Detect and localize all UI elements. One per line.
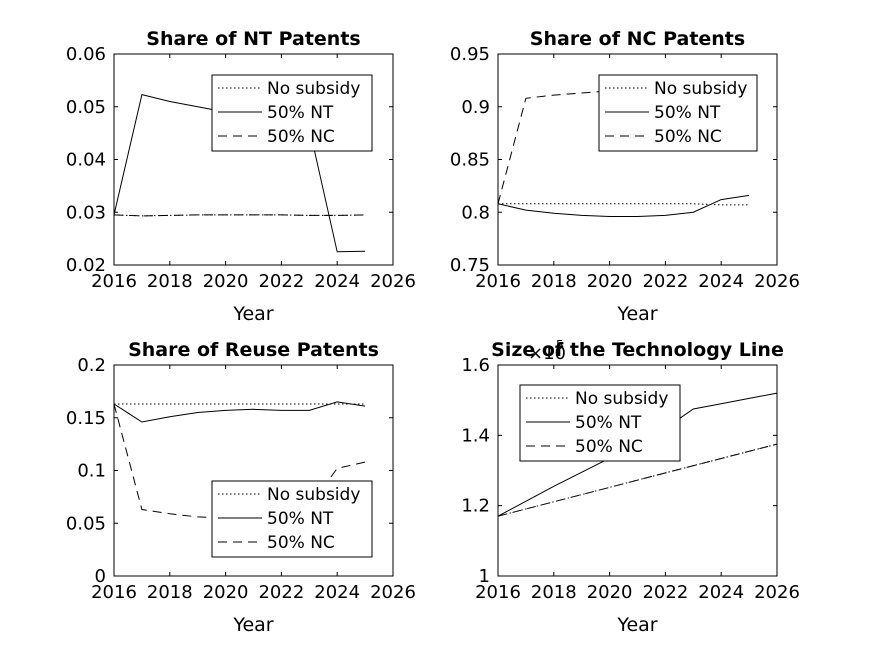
- y-tick-label: 1: [479, 566, 490, 587]
- y-tick-label: 0.04: [66, 150, 106, 171]
- legend-label: 50% NC: [654, 127, 722, 147]
- y-tick-label: 0: [95, 566, 106, 587]
- chart-title: Share of NT Patents: [146, 28, 360, 50]
- chart-title: Size of the Technology Line: [491, 339, 784, 361]
- chart-panel-4: 20162018202020222024202611.21.41.6×105Si…: [461, 338, 800, 636]
- chart-title: Share of Reuse Patents: [128, 339, 379, 361]
- x-tick-label: 2022: [258, 582, 304, 603]
- legend-label: 50% NC: [267, 127, 335, 147]
- legend: No subsidy 50% NT 50% NC: [212, 75, 372, 151]
- x-tick-label: 2020: [203, 271, 249, 292]
- legend: No subsidy 50% NT 50% NC: [599, 75, 757, 151]
- x-tick-label: 2026: [754, 271, 800, 292]
- legend-label: No subsidy: [575, 389, 668, 409]
- y-tick-label: 1.2: [461, 496, 490, 517]
- y-tick-label: 0.2: [77, 355, 106, 376]
- legend-label: 50% NT: [267, 103, 334, 123]
- legend-label: 50% NC: [575, 437, 643, 457]
- x-tick-label: 2026: [370, 271, 416, 292]
- y-tick-label: 0.02: [66, 255, 106, 276]
- y-tick-label: 0.05: [66, 513, 106, 534]
- legend: No subsidy 50% NT 50% NC: [520, 385, 680, 461]
- y-tick-label: 0.06: [66, 44, 106, 65]
- y-tick-label: 0.05: [66, 97, 106, 118]
- legend-label: No subsidy: [267, 485, 360, 505]
- y-tick-label: 0.9: [461, 97, 490, 118]
- legend-label: 50% NT: [654, 103, 721, 123]
- x-tick-label: 2018: [531, 582, 577, 603]
- x-tick-label: 2024: [698, 582, 744, 603]
- x-tick-label: 2026: [754, 582, 800, 603]
- x-axis-label: Year: [616, 303, 657, 325]
- x-tick-label: 2020: [587, 582, 633, 603]
- chart-panel-1: 2016201820202022202420260.020.030.040.05…: [66, 28, 416, 325]
- legend-label: No subsidy: [654, 79, 747, 99]
- chart-title: Share of NC Patents: [530, 28, 745, 50]
- x-tick-label: 2024: [314, 582, 360, 603]
- y-tick-label: 1.6: [461, 355, 490, 376]
- x-tick-label: 2022: [642, 271, 688, 292]
- y-tick-label: 1.4: [461, 425, 490, 446]
- y-tick-label: 0.75: [450, 255, 490, 276]
- y-tick-label: 0.15: [66, 408, 106, 429]
- x-tick-label: 2020: [203, 582, 249, 603]
- x-tick-label: 2022: [642, 582, 688, 603]
- y-tick-label: 0.1: [77, 461, 106, 482]
- legend-label: 50% NT: [575, 413, 642, 433]
- x-tick-label: 2022: [258, 271, 304, 292]
- y-tick-label: 0.8: [461, 202, 490, 223]
- y-tick-label: 0.85: [450, 150, 490, 171]
- legend-label: 50% NT: [267, 509, 334, 529]
- x-tick-label: 2018: [147, 271, 193, 292]
- y-tick-label: 0.03: [66, 202, 106, 223]
- x-tick-label: 2018: [531, 271, 577, 292]
- x-tick-label: 2018: [147, 582, 193, 603]
- legend-label: 50% NC: [267, 533, 335, 553]
- chart-panel-3: 20162018202020222024202600.050.10.150.2S…: [66, 339, 416, 636]
- x-axis-label: Year: [616, 614, 657, 636]
- x-axis-label: Year: [232, 303, 273, 325]
- chart-panel-2: 2016201820202022202420260.750.80.850.90.…: [450, 28, 800, 325]
- x-tick-label: 2024: [314, 271, 360, 292]
- x-tick-label: 2026: [370, 582, 416, 603]
- x-tick-label: 2024: [698, 271, 744, 292]
- x-axis-label: Year: [232, 614, 273, 636]
- y-tick-label: 0.95: [450, 44, 490, 65]
- legend: No subsidy 50% NT 50% NC: [212, 481, 372, 557]
- x-tick-label: 2020: [587, 271, 633, 292]
- legend-label: No subsidy: [267, 79, 360, 99]
